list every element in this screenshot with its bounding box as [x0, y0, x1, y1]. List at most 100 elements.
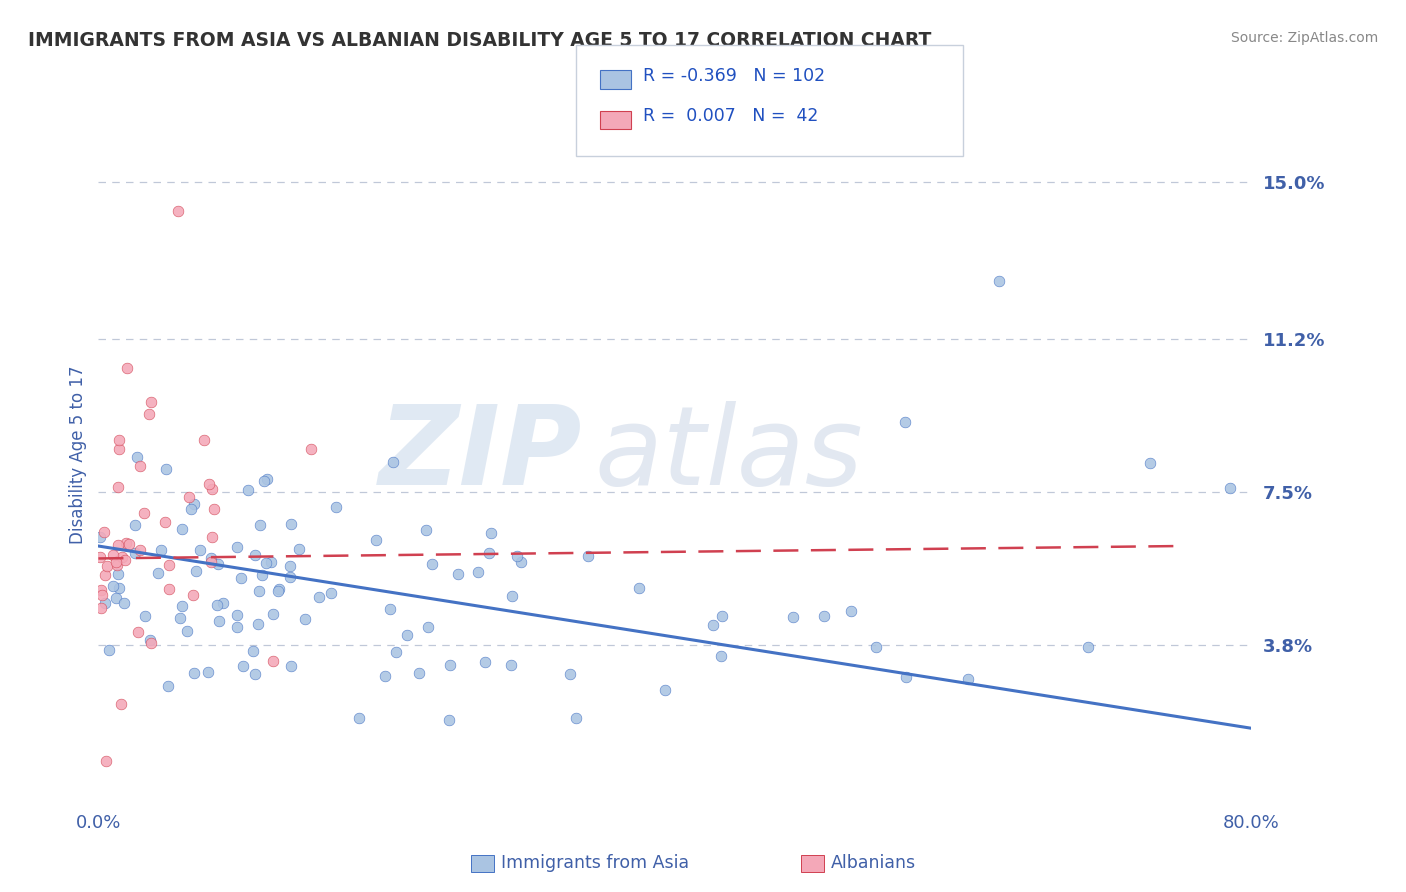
Point	[894, 670, 917, 684]
Point	[115, 536, 138, 550]
Point	[299, 442, 322, 457]
Point	[198, 477, 221, 491]
Point	[865, 640, 887, 654]
Point	[138, 407, 160, 421]
Point	[408, 666, 430, 681]
Point	[349, 710, 371, 724]
Point	[211, 596, 233, 610]
Point	[416, 620, 439, 634]
Text: ZIP: ZIP	[380, 401, 582, 508]
Point	[139, 632, 162, 647]
Point	[505, 549, 527, 563]
Point	[288, 541, 311, 556]
Point	[374, 669, 396, 683]
Point	[628, 582, 651, 596]
Point	[243, 667, 266, 681]
Point	[108, 581, 131, 595]
Point	[229, 571, 252, 585]
Point	[89, 550, 111, 565]
Point	[249, 518, 271, 533]
Point	[415, 523, 437, 537]
Point	[117, 361, 138, 376]
Point	[439, 657, 461, 672]
Point	[366, 533, 388, 547]
Point	[396, 627, 419, 641]
Point	[179, 490, 201, 504]
Point	[105, 555, 128, 569]
Point	[112, 596, 135, 610]
Text: Albanians: Albanians	[831, 855, 917, 872]
Point	[263, 607, 285, 621]
Point	[232, 659, 254, 673]
Point	[321, 586, 343, 600]
Point	[128, 543, 150, 558]
Point	[153, 516, 176, 530]
Point	[709, 649, 731, 664]
Point	[205, 598, 228, 612]
Point	[186, 564, 208, 578]
Point	[111, 550, 134, 565]
Point	[90, 601, 112, 615]
Point	[169, 611, 191, 625]
Text: IMMIGRANTS FROM ASIA VS ALBANIAN DISABILITY AGE 5 TO 17 CORRELATION CHART: IMMIGRANTS FROM ASIA VS ALBANIAN DISABIL…	[28, 31, 932, 50]
Point	[89, 530, 111, 544]
Point	[114, 553, 136, 567]
Point	[242, 644, 264, 658]
Point	[197, 665, 219, 679]
Point	[208, 614, 231, 628]
Point	[134, 506, 156, 520]
Point	[956, 672, 979, 686]
Point	[93, 524, 115, 539]
Point	[201, 482, 224, 496]
Point	[90, 588, 112, 602]
Point	[200, 555, 222, 569]
Point	[166, 203, 188, 218]
Point	[202, 502, 225, 516]
Point	[509, 555, 531, 569]
Point	[101, 549, 124, 563]
Point	[256, 472, 278, 486]
Point	[200, 551, 222, 566]
Point	[702, 618, 724, 632]
Point	[420, 558, 443, 572]
Point	[98, 643, 121, 657]
Point	[1139, 456, 1161, 470]
Point	[385, 645, 408, 659]
Point	[183, 665, 205, 680]
Point	[107, 538, 129, 552]
Point	[250, 567, 273, 582]
Point	[157, 582, 180, 596]
Point	[280, 659, 302, 673]
Point	[172, 599, 194, 614]
Point	[226, 541, 249, 555]
Point	[479, 525, 502, 540]
Point	[180, 502, 202, 516]
Point	[207, 557, 229, 571]
Point	[96, 558, 118, 573]
Point	[267, 582, 290, 596]
Point	[149, 543, 172, 558]
Point	[105, 591, 128, 606]
Point	[129, 458, 152, 473]
Point	[654, 683, 676, 698]
Point	[157, 558, 180, 572]
Point	[246, 616, 269, 631]
Point	[280, 559, 302, 574]
Point	[107, 433, 129, 447]
Point	[156, 679, 179, 693]
Point	[139, 636, 162, 650]
Point	[101, 579, 124, 593]
Point	[1219, 481, 1241, 495]
Point	[193, 433, 215, 447]
Point	[93, 568, 115, 582]
Point	[894, 415, 917, 429]
Point	[247, 584, 270, 599]
Point	[839, 604, 862, 618]
Point	[260, 555, 283, 569]
Text: Immigrants from Asia: Immigrants from Asia	[501, 855, 689, 872]
Point	[105, 558, 128, 572]
Point	[155, 462, 177, 476]
Point	[107, 480, 129, 494]
Point	[576, 549, 599, 564]
Point	[125, 450, 148, 465]
